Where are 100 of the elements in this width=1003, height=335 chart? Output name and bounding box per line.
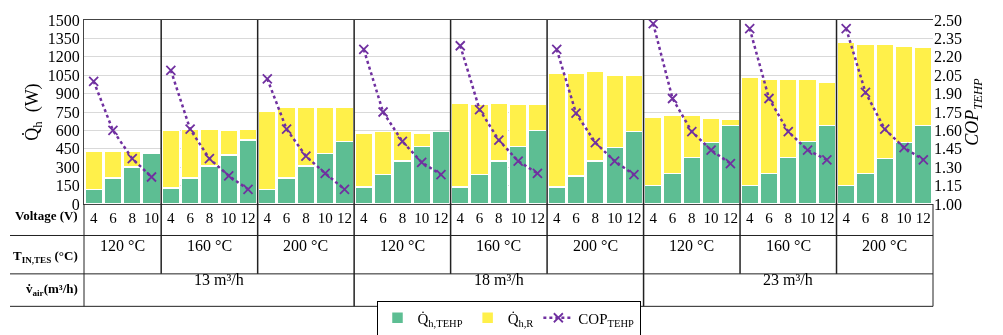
point — [146, 171, 157, 183]
legend-label: Q̇$_{h,R}$ — [507, 310, 534, 329]
point — [821, 154, 833, 166]
text: 160 °C — [187, 237, 233, 254]
x-tick-label: 4 — [89, 210, 98, 226]
point — [512, 155, 524, 167]
point — [589, 137, 601, 149]
point — [570, 107, 582, 119]
point — [242, 183, 254, 195]
y-tick-label: 600 — [55, 122, 80, 139]
text: 23 m³/h — [763, 271, 813, 288]
y-tick-label: 900 — [55, 85, 80, 103]
text: 200 °C — [573, 237, 619, 254]
x-tick-label: 10 — [317, 210, 333, 226]
x-tick-label: 6 — [475, 210, 484, 226]
x-tick-label: 10 — [703, 210, 719, 226]
y2-tick-label: 1.60 — [934, 122, 962, 139]
y-tick-label: 1050 — [47, 66, 80, 84]
point — [300, 150, 312, 162]
point — [493, 134, 505, 146]
x-tick-label: 8 — [302, 210, 310, 226]
y2-tick-label: 1.45 — [934, 140, 962, 158]
point — [647, 20, 659, 30]
y-tick-label: 300 — [55, 158, 80, 176]
point — [126, 153, 138, 165]
y2-tick-label: 2.50 — [934, 11, 962, 29]
point — [107, 125, 119, 136]
point — [474, 104, 485, 115]
y2-tick-label: 2.05 — [934, 66, 962, 84]
text: 18 m³/h — [474, 271, 524, 288]
x-tick-label: 10 — [221, 210, 237, 226]
text: 160 °C — [766, 237, 812, 254]
x-tick-label: 8 — [688, 210, 696, 226]
x-tick-label: 12 — [819, 210, 835, 226]
text: Voltage (V) — [15, 208, 78, 223]
y2-tick-label: 2.20 — [934, 48, 962, 66]
point — [628, 169, 640, 180]
y2-tick-label: 2.35 — [934, 30, 962, 47]
point — [763, 93, 775, 104]
x-tick-label: 4 — [263, 210, 272, 226]
x-tick-label: 8 — [128, 210, 136, 226]
legend-label: Q̇$_{h,TEHP}$ — [417, 310, 463, 329]
x-tick-label: 12 — [915, 210, 931, 226]
x-tick-label: 4 — [167, 210, 176, 226]
x-tick-label: 6 — [379, 210, 388, 226]
text: 120 °C — [380, 237, 426, 254]
x-tick-label: 10 — [144, 210, 160, 226]
point — [204, 153, 215, 165]
legend-label: COP$_{TEHP}$ — [578, 310, 634, 329]
x-tick-label: 10 — [896, 210, 912, 226]
point — [705, 144, 717, 156]
x-tick-label: 10 — [510, 210, 526, 226]
y-tick-label: 150 — [55, 177, 80, 195]
x-tick-label: 10 — [414, 210, 430, 226]
x-tick-label: 4 — [360, 210, 369, 226]
point — [744, 23, 756, 34]
x-tick-label: 6 — [109, 210, 118, 226]
point — [454, 40, 466, 52]
x-tick-label: 6 — [186, 210, 195, 226]
x-tick-label: 4 — [745, 210, 754, 226]
y-tick-label: 1200 — [47, 48, 80, 66]
point — [917, 154, 929, 166]
x-tick-label: 10 — [800, 210, 816, 226]
y2-tick-label: 1.90 — [934, 85, 962, 103]
x-tick-label: 8 — [495, 210, 503, 226]
x-tick-label: 8 — [881, 210, 889, 226]
point — [840, 23, 852, 34]
x-tick-label: 4 — [842, 210, 851, 226]
point — [184, 123, 196, 135]
x-tick-label: 6 — [765, 210, 774, 226]
point — [358, 44, 370, 55]
y-tick-label: 750 — [55, 103, 80, 121]
text: 13 m³/h — [194, 271, 244, 288]
point — [435, 169, 447, 180]
y2-tick-label: 1.30 — [934, 158, 962, 176]
y2-tick-label: 1.75 — [934, 103, 962, 121]
x-tick-label: 6 — [572, 210, 581, 226]
point — [281, 123, 292, 135]
point — [532, 167, 543, 179]
x-tick-label: 6 — [861, 210, 870, 226]
x-tick-label: 6 — [282, 210, 291, 226]
point — [377, 106, 389, 118]
x-tick-label: 4 — [552, 210, 561, 226]
x-tick-label: 8 — [398, 210, 407, 226]
text: 160 °C — [476, 237, 522, 254]
x-tick-label: 12 — [240, 210, 256, 226]
point — [898, 142, 910, 153]
text: T$_{IN,TES}$ (°C) — [13, 248, 78, 265]
y-tick-label: 1350 — [47, 30, 80, 47]
point — [860, 86, 871, 98]
text: 200 °C — [862, 237, 908, 254]
text: 120 °C — [669, 237, 715, 254]
x-tick-label: 12 — [722, 210, 738, 226]
x-tick-label: 12 — [336, 210, 352, 226]
point — [319, 167, 331, 179]
y-tick-label: 450 — [55, 140, 80, 158]
text: v̇$_{air}$(m³/h) — [26, 281, 78, 298]
x-tick-label: 4 — [456, 210, 465, 226]
point — [725, 158, 736, 169]
text: 120 °C — [100, 237, 146, 254]
